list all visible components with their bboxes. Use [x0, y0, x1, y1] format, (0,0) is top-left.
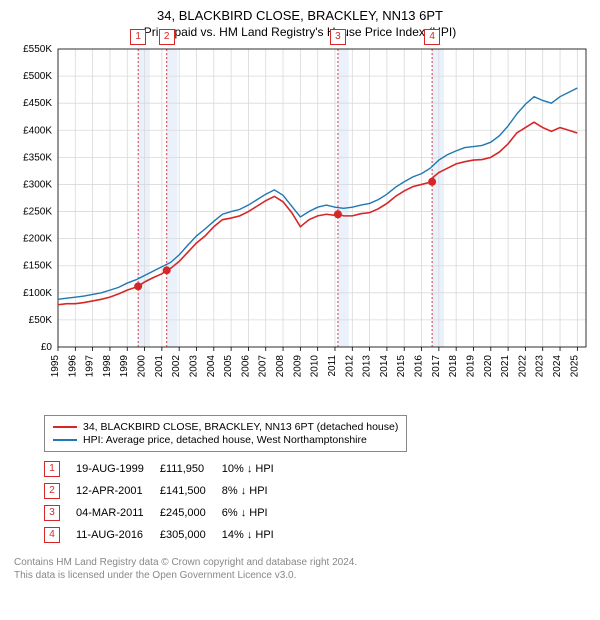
svg-text:£450K: £450K	[23, 98, 52, 109]
sales-table: 1 19-AUG-1999£111,95010% ↓ HPI 2 12-APR-200…	[44, 458, 290, 546]
sale-hpi-delta: 14% ↓ HPI	[222, 524, 290, 546]
svg-text:£200K: £200K	[23, 234, 52, 245]
svg-text:£50K: £50K	[29, 315, 53, 326]
svg-text:2002: 2002	[171, 355, 182, 378]
sale-price: £111,950	[160, 458, 222, 480]
sale-marker-badge: 4	[424, 29, 440, 45]
svg-text:2011: 2011	[327, 355, 338, 377]
legend-label: 34, BLACKBIRD CLOSE, BRACKLEY, NN13 6PT …	[83, 421, 398, 433]
sale-date: 04-MAR-2011	[76, 502, 160, 524]
legend-swatch	[53, 439, 77, 442]
legend-swatch	[53, 426, 77, 429]
svg-text:2016: 2016	[414, 355, 425, 378]
svg-text:1996: 1996	[67, 355, 78, 378]
sale-date: 11-AUG-2016	[76, 524, 160, 546]
sale-date: 12-APR-2001	[76, 480, 160, 502]
svg-text:2009: 2009	[292, 355, 303, 378]
svg-text:2015: 2015	[396, 355, 407, 378]
svg-text:2014: 2014	[379, 355, 390, 378]
svg-text:2008: 2008	[275, 355, 286, 378]
svg-text:2007: 2007	[258, 355, 269, 378]
svg-text:£150K: £150K	[23, 261, 52, 272]
legend-item: HPI: Average price, detached house, West…	[53, 434, 398, 446]
table-row: 3 04-MAR-2011£245,0006% ↓ HPI	[44, 502, 290, 524]
svg-text:£250K: £250K	[23, 207, 52, 218]
svg-text:1999: 1999	[119, 355, 130, 378]
footer-line-1: Contains HM Land Registry data © Crown c…	[14, 556, 590, 569]
sale-marker-badge: 3	[330, 29, 346, 45]
legend-item: 34, BLACKBIRD CLOSE, BRACKLEY, NN13 6PT …	[53, 421, 398, 433]
chart-plot-area: £0 £50K £100K £150K £200K £250K £300K £350K £400…	[10, 45, 590, 405]
sale-price: £305,000	[160, 524, 222, 546]
svg-text:2006: 2006	[240, 355, 251, 378]
svg-text:2025: 2025	[569, 355, 580, 378]
sale-hpi-delta: 10% ↓ HPI	[222, 458, 290, 480]
table-row: 2 12-APR-2001£141,5008% ↓ HPI	[44, 480, 290, 502]
chart-subtitle: Price paid vs. HM Land Registry's House …	[10, 25, 590, 39]
sale-marker-badge: 2	[159, 29, 175, 45]
sale-price: £245,000	[160, 502, 222, 524]
table-row: 4 11-AUG-2016£305,00014% ↓ HPI	[44, 524, 290, 546]
sale-index-badge: 2	[44, 483, 60, 499]
svg-text:2018: 2018	[448, 355, 459, 378]
svg-text:1998: 1998	[102, 355, 113, 378]
svg-text:2010: 2010	[310, 355, 321, 378]
sale-index-badge: 3	[44, 505, 60, 521]
sale-marker-badge: 1	[130, 29, 146, 45]
svg-text:2005: 2005	[223, 355, 234, 378]
svg-text:2017: 2017	[431, 355, 442, 378]
svg-text:2023: 2023	[535, 355, 546, 378]
svg-text:2021: 2021	[500, 355, 511, 378]
svg-text:£500K: £500K	[23, 71, 52, 82]
svg-text:1995: 1995	[50, 355, 61, 378]
footer-line-2: This data is licensed under the Open Gov…	[14, 569, 590, 582]
svg-text:2024: 2024	[552, 355, 563, 378]
svg-text:2003: 2003	[188, 355, 199, 378]
svg-text:2001: 2001	[154, 355, 165, 378]
sale-hpi-delta: 6% ↓ HPI	[222, 502, 290, 524]
sale-index-badge: 1	[44, 461, 60, 477]
legend-label: HPI: Average price, detached house, West…	[83, 434, 367, 446]
sale-index-badge: 4	[44, 527, 60, 543]
svg-text:2019: 2019	[465, 355, 476, 378]
legend: 34, BLACKBIRD CLOSE, BRACKLEY, NN13 6PT …	[44, 415, 407, 452]
svg-text:1997: 1997	[85, 355, 96, 378]
chart-title: 34, BLACKBIRD CLOSE, BRACKLEY, NN13 6PT	[10, 8, 590, 23]
svg-text:£400K: £400K	[23, 125, 52, 136]
table-row: 1 19-AUG-1999£111,95010% ↓ HPI	[44, 458, 290, 480]
sale-price: £141,500	[160, 480, 222, 502]
svg-text:2013: 2013	[362, 355, 373, 378]
sale-hpi-delta: 8% ↓ HPI	[222, 480, 290, 502]
sale-date: 19-AUG-1999	[76, 458, 160, 480]
svg-text:£550K: £550K	[23, 45, 52, 55]
svg-text:2022: 2022	[517, 355, 528, 378]
line-chart-svg: £0 £50K £100K £150K £200K £250K £300K £350K £400…	[10, 45, 590, 405]
svg-text:£100K: £100K	[23, 288, 52, 299]
svg-text:2020: 2020	[483, 355, 494, 378]
svg-text:£0: £0	[41, 342, 53, 353]
svg-text:2004: 2004	[206, 355, 217, 378]
chart-container: 34, BLACKBIRD CLOSE, BRACKLEY, NN13 6PT …	[0, 0, 600, 590]
svg-text:2000: 2000	[137, 355, 148, 378]
svg-text:£300K: £300K	[23, 179, 52, 190]
svg-text:£350K: £350K	[23, 152, 52, 163]
svg-text:2012: 2012	[344, 355, 355, 378]
attribution-footer: Contains HM Land Registry data © Crown c…	[14, 556, 590, 582]
